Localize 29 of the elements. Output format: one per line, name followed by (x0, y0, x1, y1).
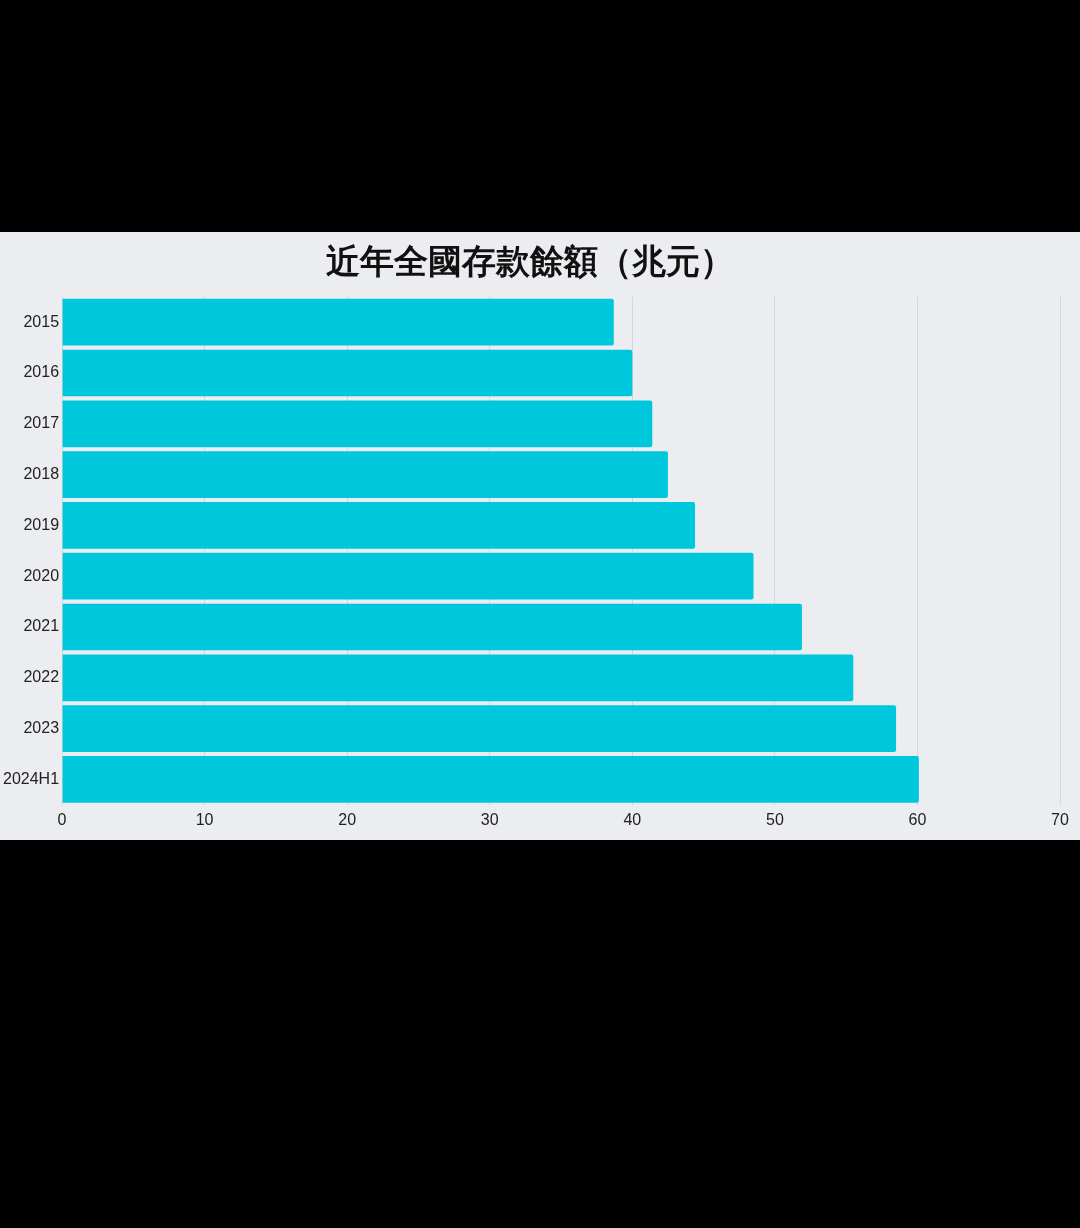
bar (62, 756, 919, 803)
bar (62, 502, 696, 549)
chart-title: 近年全國存款餘額（兆元） (326, 241, 734, 282)
y-tick-label: 2021 (23, 617, 60, 635)
x-tick-label: 30 (480, 810, 499, 828)
x-tick-label: 50 (765, 810, 784, 828)
y-tick-label: 2015 (23, 312, 60, 330)
x-tick-label: 20 (338, 810, 357, 828)
bar (62, 603, 802, 651)
x-tick-label: 40 (623, 810, 642, 828)
bar (62, 451, 668, 498)
y-tick-label: 2022 (23, 668, 60, 686)
x-tick-label: 10 (195, 810, 214, 828)
y-tick-label: 2018 (23, 465, 60, 483)
bar (62, 298, 614, 346)
y-tick-label: 2024H1 (3, 769, 60, 787)
y-tick-label: 2017 (23, 414, 60, 432)
bar (62, 654, 854, 702)
bar (62, 705, 897, 752)
bar (62, 552, 754, 600)
bar (62, 400, 653, 448)
y-tick-label: 2016 (23, 363, 60, 381)
x-tick-label: 70 (1051, 810, 1069, 828)
bar (62, 349, 633, 397)
x-tick-label: 60 (908, 810, 927, 828)
x-tick-label: 0 (57, 810, 67, 828)
y-tick-label: 2019 (23, 515, 60, 533)
y-tick-label: 2023 (23, 719, 60, 737)
y-tick-label: 2020 (23, 566, 60, 584)
